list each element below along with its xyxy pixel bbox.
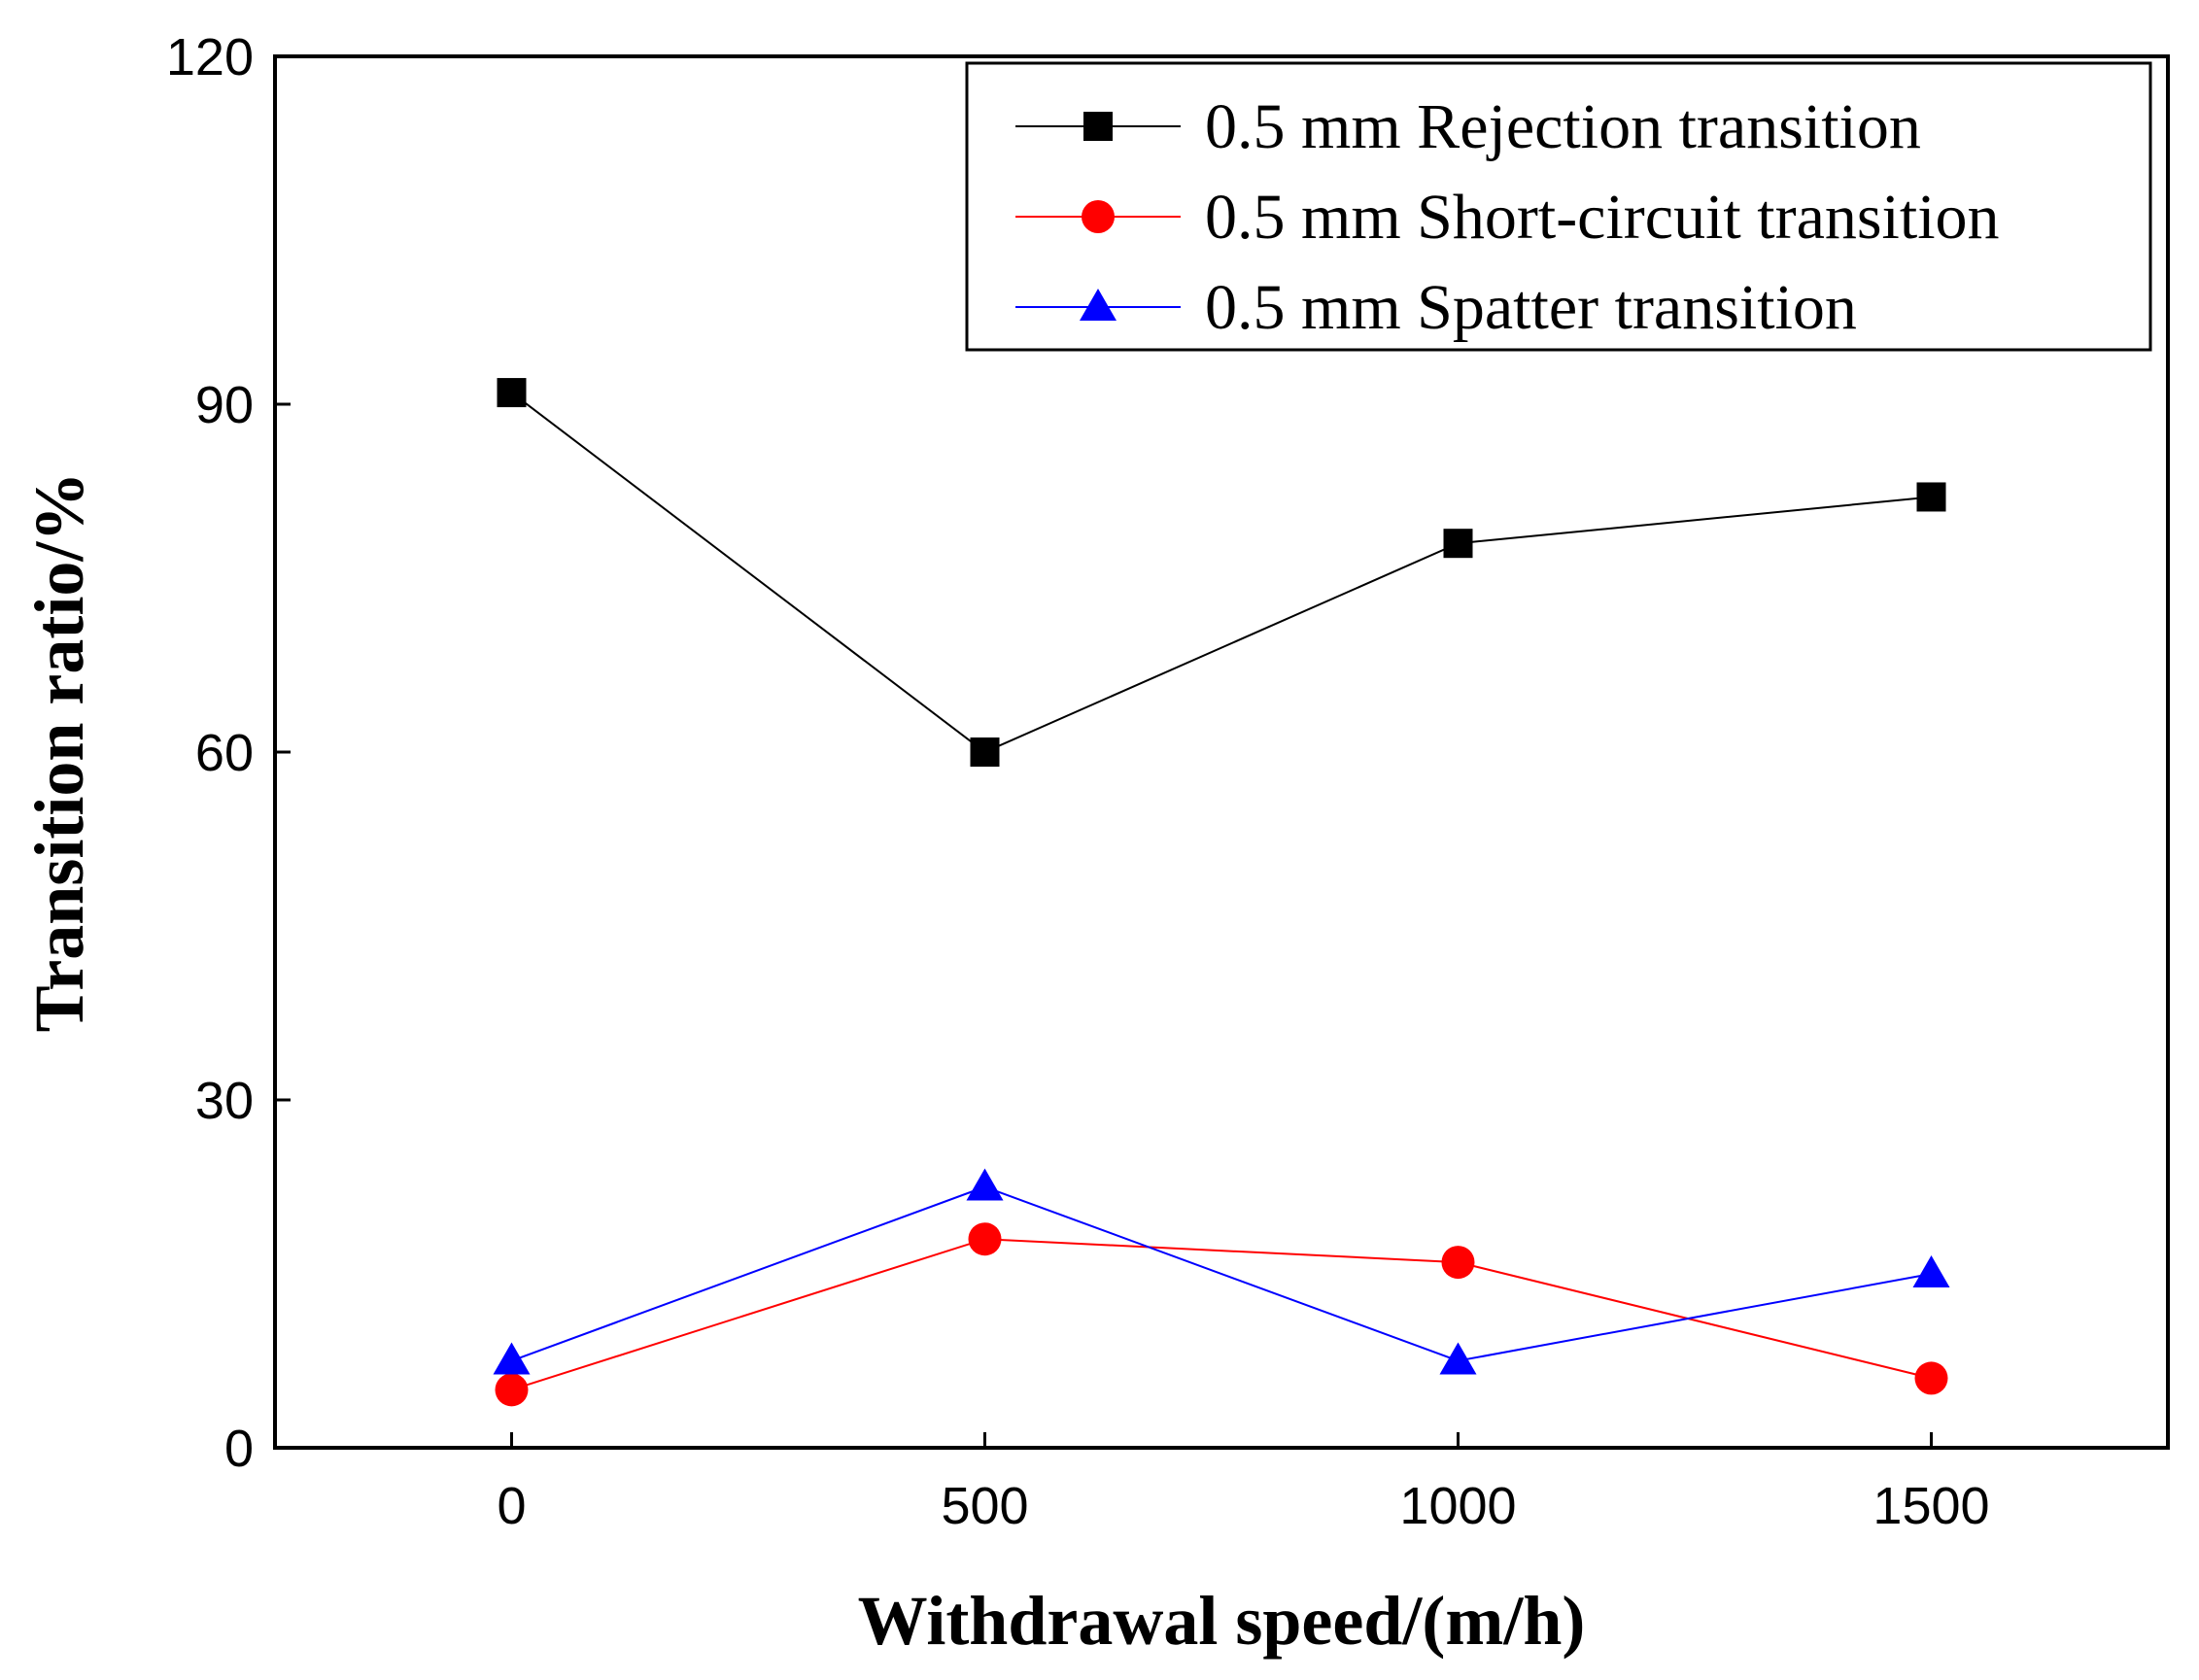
series-line [510, 392, 1932, 754]
x-axis-title: Withdrawal speed/(m/h) [858, 1582, 1586, 1660]
series-layer [493, 378, 1950, 1407]
legend-box [965, 61, 2152, 352]
y-tick-label: 120 [166, 28, 254, 86]
data-point [968, 1222, 1002, 1256]
series-line [511, 1238, 1932, 1391]
y-tick-label: 90 [195, 376, 254, 434]
x-tick-label: 1000 [1399, 1477, 1516, 1535]
series-square [497, 378, 1946, 767]
legend-marker [1083, 112, 1113, 141]
y-tick-label: 60 [195, 724, 254, 782]
series-circle [495, 1222, 1948, 1407]
data-point [495, 1373, 529, 1407]
y-tick-label: 0 [224, 1420, 254, 1478]
legend-item: 0.5 mm Rejection transition [1015, 91, 1921, 162]
legend-label: 0.5 mm Short-circuit transition [1205, 182, 2000, 253]
data-point [1914, 1361, 1948, 1395]
data-point [1912, 1255, 1950, 1287]
data-point [1441, 1246, 1475, 1280]
y-axis-title: Transition ratio/% [20, 472, 98, 1033]
legend: 0.5 mm Rejection transition 0.5 mm Short-… [965, 61, 2152, 352]
legend-label: 0.5 mm Spatter transition [1205, 272, 1857, 343]
x-tick-label: 1500 [1873, 1477, 1989, 1535]
data-point [1916, 482, 1946, 512]
y-tick-label: 30 [195, 1072, 254, 1130]
legend-marker [1080, 289, 1117, 321]
data-point [970, 737, 1000, 767]
legend-marker [1082, 200, 1115, 233]
data-point [1439, 1342, 1477, 1375]
x-axis: 0 500 1000 1500 [497, 1432, 1990, 1535]
data-point [493, 1342, 531, 1375]
x-tick-label: 0 [497, 1477, 526, 1535]
legend-item: 0.5 mm Short-circuit transition [1015, 182, 2000, 253]
data-point [497, 378, 527, 408]
data-point [1443, 529, 1473, 559]
legend-item: 0.5 mm Spatter transition [1015, 272, 1857, 343]
y-axis: 0 30 60 90 120 [166, 28, 291, 1478]
data-point [966, 1168, 1004, 1201]
x-tick-label: 500 [941, 1477, 1028, 1535]
series-triangle [493, 1168, 1950, 1375]
legend-label: 0.5 mm Rejection transition [1205, 91, 1921, 162]
series-line [511, 1185, 1932, 1362]
